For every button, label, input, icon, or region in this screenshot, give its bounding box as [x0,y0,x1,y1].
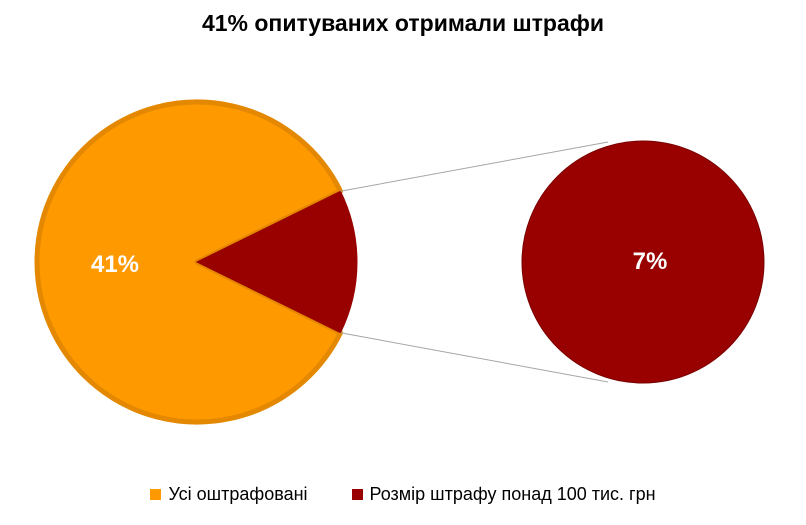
legend-item-all-fined: Усі оштрафовані [150,484,308,505]
pie-slice-all-fined [34,99,343,425]
main-pie [34,99,358,425]
connector-line-bottom [340,332,609,383]
pie-slice-over-100k [195,190,358,334]
connector-line-top [340,141,609,192]
legend: Усі оштрафовані Розмір штрафу понад 100 … [0,484,806,505]
secondary-pie [521,140,765,384]
secondary-pie-slice-over-100k [521,140,765,384]
legend-swatch-all-fined [150,489,162,500]
data-label-all-fined: 41% [91,251,139,278]
data-labels: 41% 7% [91,248,667,278]
legend-item-over-100k: Розмір штрафу понад 100 тис. грн [351,484,656,505]
chart-title: 41% опитуваних отримали штрафи [201,10,605,36]
legend-label-all-fined: Усі оштрафовані [168,484,308,504]
connector-lines [340,141,609,383]
legend-swatch-over-100k [351,489,363,500]
legend-label-over-100k: Розмір штрафу понад 100 тис. грн [369,484,656,504]
data-label-over-100k: 7% [633,248,668,275]
